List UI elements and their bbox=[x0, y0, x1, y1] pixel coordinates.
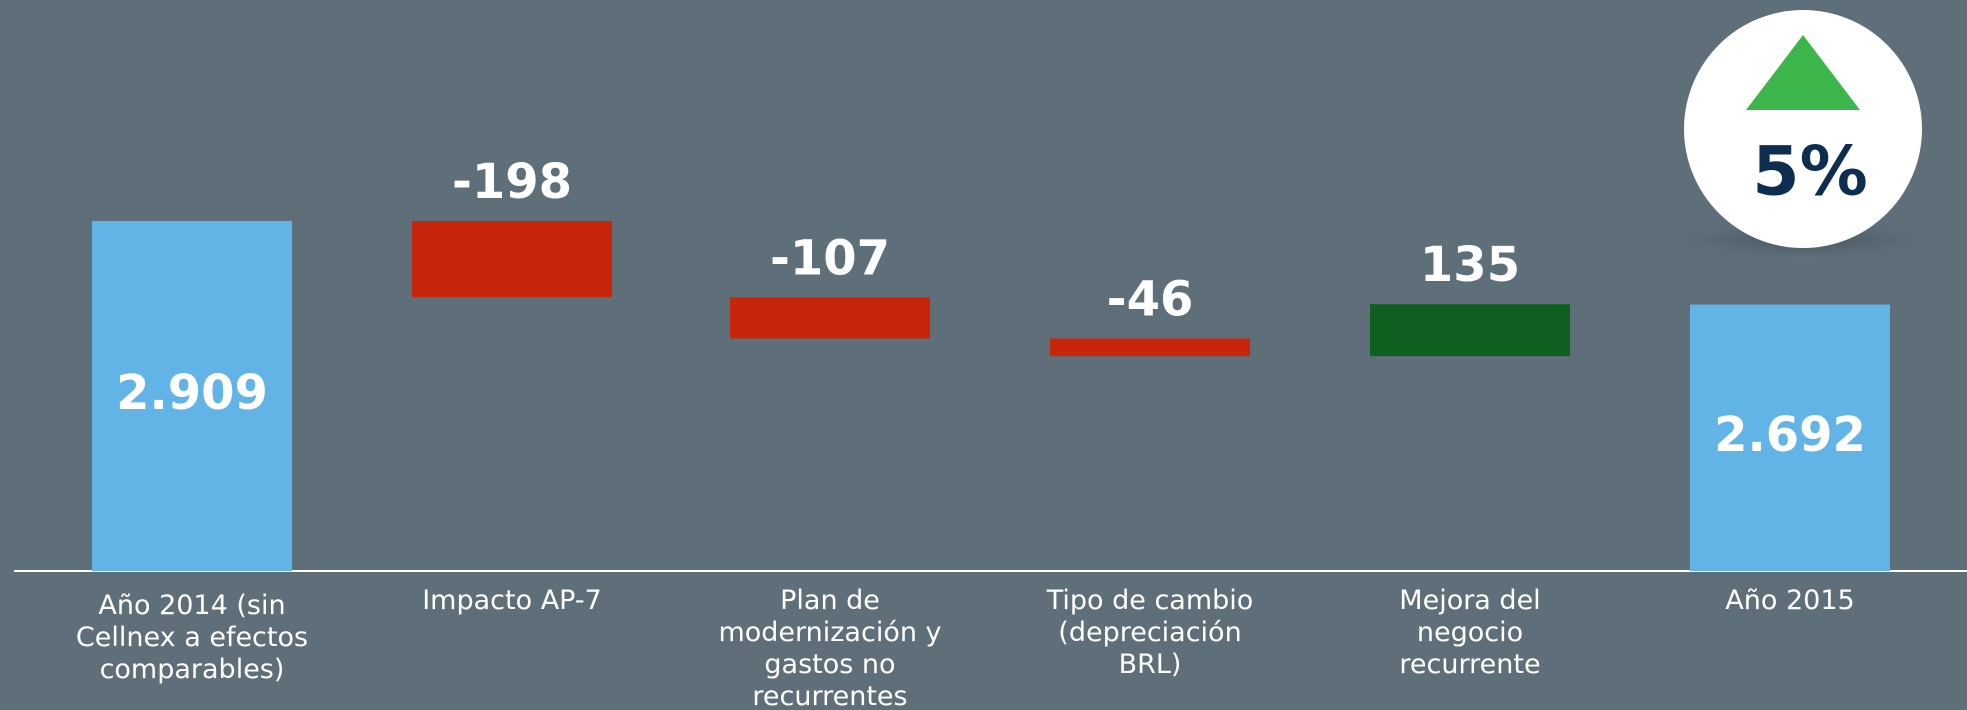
bar bbox=[92, 221, 292, 571]
value-label: 2.909 bbox=[116, 365, 268, 421]
badge bbox=[1684, 10, 1922, 248]
value-label: 2.692 bbox=[1714, 407, 1866, 463]
bar bbox=[412, 221, 612, 298]
category-label: Mejora del negocio recurrente bbox=[1399, 585, 1541, 680]
category-label: Plan de modernización y gastos no recurr… bbox=[718, 585, 942, 710]
category-label: Año 2015 bbox=[1725, 585, 1855, 616]
value-label: -46 bbox=[1107, 271, 1194, 327]
bar bbox=[1690, 304, 1890, 571]
bar bbox=[1050, 338, 1250, 357]
value-label: -198 bbox=[452, 154, 572, 210]
bar bbox=[730, 297, 930, 339]
bar bbox=[1370, 304, 1570, 357]
category-label: Impacto AP-7 bbox=[422, 585, 602, 616]
category-label: Tipo de cambio (depreciación BRL) bbox=[1046, 585, 1254, 680]
up-arrow bbox=[1746, 35, 1860, 110]
value-label: -107 bbox=[770, 230, 890, 286]
value-label: 135 bbox=[1420, 237, 1520, 293]
badge-label: 5% bbox=[1752, 133, 1867, 212]
category-label: Año 2014 (sin Cellnex a efectos comparab… bbox=[75, 590, 309, 685]
